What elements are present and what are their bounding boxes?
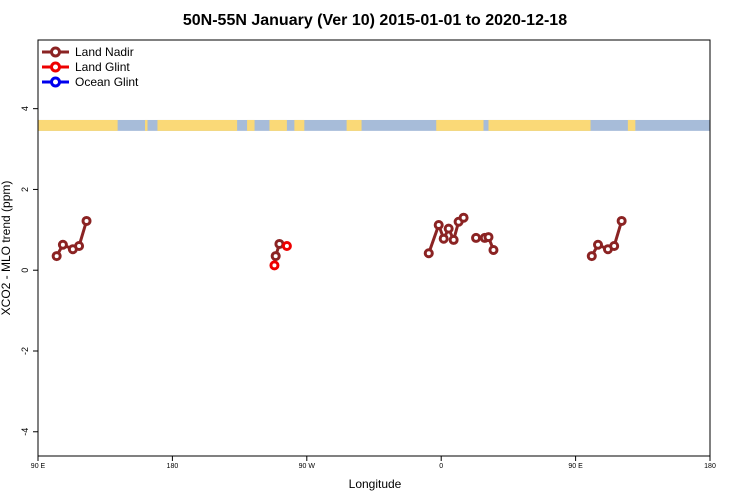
legend-label-ocean-glint: Ocean Glint [75,75,139,89]
y-axis-label: XCO2 - MLO trend (ppm) [0,181,13,316]
data-point-land-nadir [433,219,444,230]
data-point-land-nadir [51,251,62,262]
x-axis-label: Longitude [349,477,402,491]
legend-marker-land-nadir [50,46,61,58]
plot-frame [37,39,711,457]
data-point-land-glint [269,260,280,271]
legend-label-land-glint: Land Glint [75,60,130,74]
legend-item-land-nadir: Land Nadir [42,45,134,59]
data-point-land-nadir [443,223,454,234]
map-strip-land [627,119,636,131]
x-tick-label: 90 W [299,463,316,470]
data-point-land-nadir [483,232,494,243]
x-tick-label: 180 [704,463,716,470]
data-point-land-nadir [616,215,627,226]
data-point-land-nadir [458,212,469,223]
map-strip-land [269,119,287,131]
map-strip-land [488,119,591,131]
legend-label-land-nadir: Land Nadir [75,45,134,59]
chart-title: 50N-55N January (Ver 10) 2015-01-01 to 2… [183,12,567,29]
map-strip-land [294,119,305,131]
map-strip-land [38,119,118,131]
x-tick-label: 0 [439,463,443,470]
data-point-land-nadir [471,232,482,243]
series-layer [51,212,627,271]
map-strip-land [145,119,148,131]
legend-marker-ocean-glint [50,76,61,88]
data-point-land-nadir [74,240,85,251]
legend-marker-land-glint [50,61,61,73]
data-point-land-nadir [274,238,285,249]
map-strip-land [247,119,255,131]
legend: Land Nadir Land Glint Ocean Glint [42,45,139,89]
data-point-land-nadir [593,239,603,250]
x-tick-label: 90 E [568,463,583,470]
legend-item-land-glint: Land Glint [42,60,130,74]
map-strip-land [436,119,484,131]
map-strip-ocean [38,119,710,131]
data-point-land-glint [281,240,292,251]
x-tick-label: 90 E [31,463,46,470]
data-point-land-nadir [448,234,459,245]
y-tick-label: 4 [20,106,30,111]
x-axis: 90 E 180 90 W 0 90 E 180 [31,456,716,470]
data-point-land-nadir [488,245,499,256]
y-axis: -4 -2 0 2 4 [20,106,38,436]
data-point-land-nadir [270,251,281,262]
map-strip [38,119,710,131]
data-point-land-nadir [57,239,68,250]
y-tick-label: 0 [20,268,30,273]
map-strip-land [346,119,362,131]
legend-item-ocean-glint: Ocean Glint [42,75,139,89]
data-point-land-nadir [438,233,449,244]
data-point-land-nadir [81,215,92,226]
data-point-land-nadir [586,251,597,262]
y-tick-label: -2 [20,347,30,355]
y-tick-label: -4 [20,428,30,436]
x-tick-label: 180 [167,463,179,470]
map-strip-land [157,119,238,131]
data-point-land-nadir [609,240,620,251]
data-point-land-nadir [423,248,434,259]
y-tick-label: 2 [20,187,30,192]
